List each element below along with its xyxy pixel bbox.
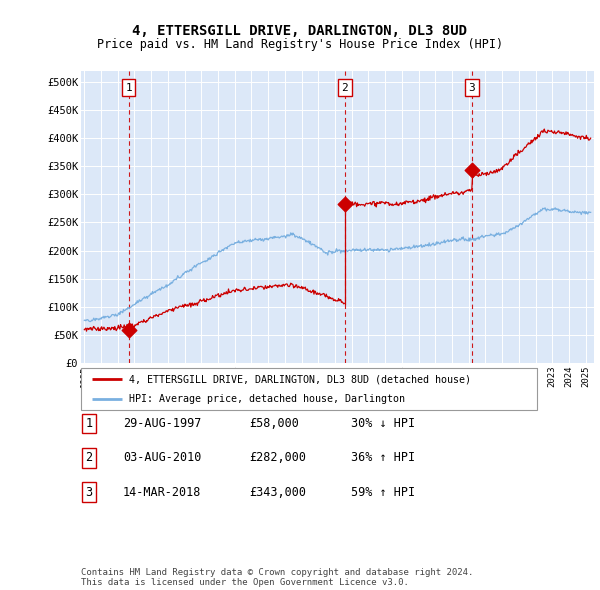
Point xyxy=(124,326,134,335)
Text: 2: 2 xyxy=(85,451,92,464)
Text: 1: 1 xyxy=(85,417,92,430)
Text: 3: 3 xyxy=(469,83,475,93)
Text: 59% ↑ HPI: 59% ↑ HPI xyxy=(351,486,415,499)
FancyBboxPatch shape xyxy=(81,368,537,410)
Text: 3: 3 xyxy=(85,486,92,499)
Text: 4, ETTERSGILL DRIVE, DARLINGTON, DL3 8UD: 4, ETTERSGILL DRIVE, DARLINGTON, DL3 8UD xyxy=(133,24,467,38)
Text: £58,000: £58,000 xyxy=(249,417,299,430)
Text: Contains HM Land Registry data © Crown copyright and database right 2024.
This d: Contains HM Land Registry data © Crown c… xyxy=(81,568,473,587)
Text: 2: 2 xyxy=(341,83,348,93)
Point xyxy=(467,165,477,175)
Text: £343,000: £343,000 xyxy=(249,486,306,499)
Text: 36% ↑ HPI: 36% ↑ HPI xyxy=(351,451,415,464)
Text: 14-MAR-2018: 14-MAR-2018 xyxy=(123,486,202,499)
Text: £282,000: £282,000 xyxy=(249,451,306,464)
Point xyxy=(340,200,350,209)
Text: 4, ETTERSGILL DRIVE, DARLINGTON, DL3 8UD (detached house): 4, ETTERSGILL DRIVE, DARLINGTON, DL3 8UD… xyxy=(129,374,471,384)
Text: 03-AUG-2010: 03-AUG-2010 xyxy=(123,451,202,464)
Text: 29-AUG-1997: 29-AUG-1997 xyxy=(123,417,202,430)
Text: HPI: Average price, detached house, Darlington: HPI: Average price, detached house, Darl… xyxy=(129,394,405,404)
Text: Price paid vs. HM Land Registry's House Price Index (HPI): Price paid vs. HM Land Registry's House … xyxy=(97,38,503,51)
Text: 1: 1 xyxy=(125,83,132,93)
Text: 30% ↓ HPI: 30% ↓ HPI xyxy=(351,417,415,430)
